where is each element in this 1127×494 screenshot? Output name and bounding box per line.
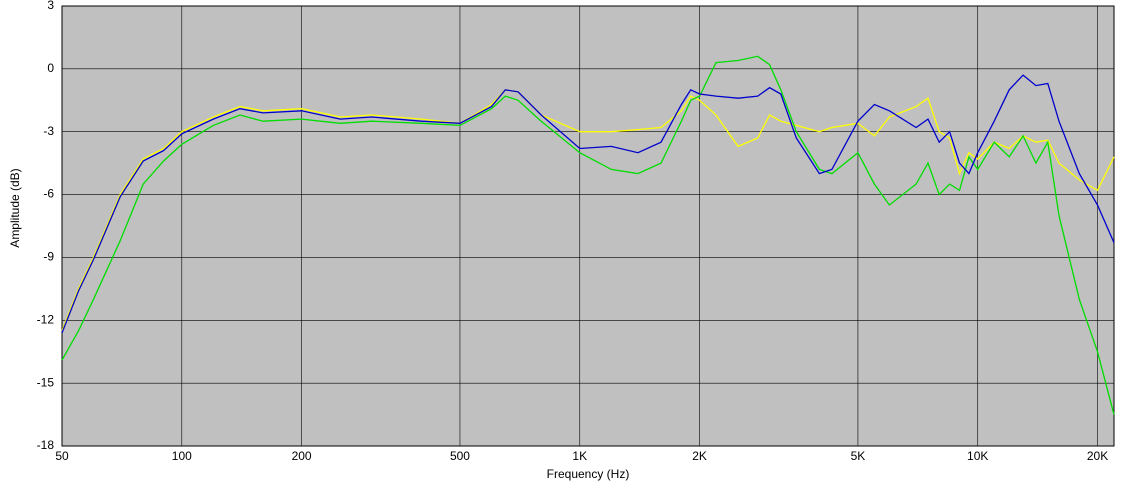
x-tick-label: 2K [692,449,707,463]
x-axis-title: Frequency (Hz) [547,467,630,481]
plot-area [61,5,1115,447]
y-tick-label: -15 [37,375,55,389]
y-tick-label: -12 [37,312,55,326]
x-tick-label: 500 [450,449,470,463]
series-line [61,74,1115,334]
x-tick-label: 200 [292,449,312,463]
y-tick-label: 0 [47,61,54,75]
y-tick-label: 3 [47,0,54,12]
y-tick-label: -9 [43,250,54,264]
x-tick-label: 10K [967,449,988,463]
y-tick-label: -18 [37,438,55,452]
x-tick-label: 50 [55,449,69,463]
y-axis-title: Amplitude (dB) [8,168,22,247]
series-line [61,55,1115,415]
x-tick-label: 100 [172,449,192,463]
series-line [61,89,1115,332]
x-tick-label: 1K [572,449,587,463]
y-tick-label: -3 [43,124,54,138]
y-tick-label: -6 [43,187,54,201]
x-tick-label: 20K [1087,449,1108,463]
x-tick-label: 5K [851,449,866,463]
